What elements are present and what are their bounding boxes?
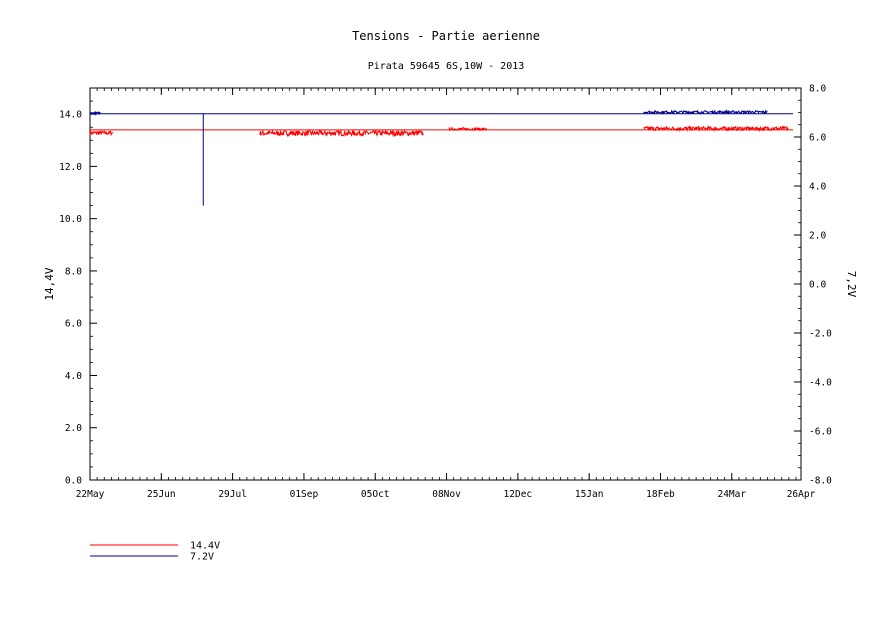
y-left-tick-label: 12.0: [59, 162, 82, 173]
right-y-axis-label: 7,2V: [845, 271, 858, 298]
series-layer: [89, 109, 793, 206]
plot-frame: [89, 87, 802, 481]
x-tick-label: 26Apr: [787, 489, 816, 500]
legend-label-0: 14.4V: [190, 541, 220, 552]
x-tick-label: 08Nov: [432, 489, 461, 500]
y-left-tick-label: 6.0: [65, 319, 82, 330]
y-right-tick-label: 8.0: [809, 84, 826, 95]
x-tick-label: 29Jul: [218, 489, 247, 500]
y-right-tick-label: -2.0: [809, 329, 832, 340]
y-right-tick-label: -8.0: [809, 476, 832, 487]
chart-title: Tensions - Partie aerienne: [352, 29, 540, 43]
right-y-axis: -8.0 -6.0 -4.0 -2.0 0.0 2.0 4.0 6.0 8.0: [794, 84, 832, 487]
x-axis: 22May 25Jun 29Jul 01Sep 05Oct 08Nov 12Dec 15Jan…: [76, 88, 816, 500]
y-right-tick-label: 6.0: [809, 133, 826, 144]
x-tick-label: 12Dec: [504, 489, 533, 500]
legend-label-1: 7.2V: [190, 552, 214, 563]
y-left-tick-label: 0.0: [65, 476, 82, 487]
x-tick-label: 18Feb: [646, 489, 675, 500]
x-tick-label: 22May: [76, 489, 105, 500]
x-tick-label: 25Jun: [147, 489, 176, 500]
x-tick-label: 05Oct: [361, 489, 390, 500]
y-left-tick-label: 2.0: [65, 423, 82, 434]
series-segment: [89, 129, 114, 137]
x-tick-label: 01Sep: [290, 489, 319, 500]
series-segment: [259, 129, 424, 138]
y-left-tick-label: 8.0: [65, 266, 82, 277]
x-tick-label: 24Mar: [717, 489, 746, 500]
y-left-tick-label: 14.0: [59, 110, 82, 121]
y-left-tick-label: 10.0: [59, 214, 82, 225]
y-right-tick-label: -6.0: [809, 427, 832, 438]
x-tick-label: 15Jan: [575, 489, 604, 500]
y-right-tick-label: 4.0: [809, 182, 826, 193]
series-1: [89, 109, 793, 206]
y-right-tick-label: 0.0: [809, 280, 826, 291]
y-right-tick-label: 2.0: [809, 231, 826, 242]
chart-subtitle: Pirata 59645 6S,10W - 2013: [368, 61, 525, 72]
y-right-tick-label: -4.0: [809, 378, 832, 389]
series-0: [89, 124, 793, 138]
left-y-axis: 0.0 2.0 4.0 6.0 8.0 10.0 12.0 14.0: [59, 87, 97, 487]
legend: 14.4V7.2V: [90, 541, 220, 563]
y-left-tick-label: 4.0: [65, 371, 82, 382]
left-y-axis-label: 14,4V: [43, 267, 56, 300]
series-segment: [643, 109, 768, 116]
